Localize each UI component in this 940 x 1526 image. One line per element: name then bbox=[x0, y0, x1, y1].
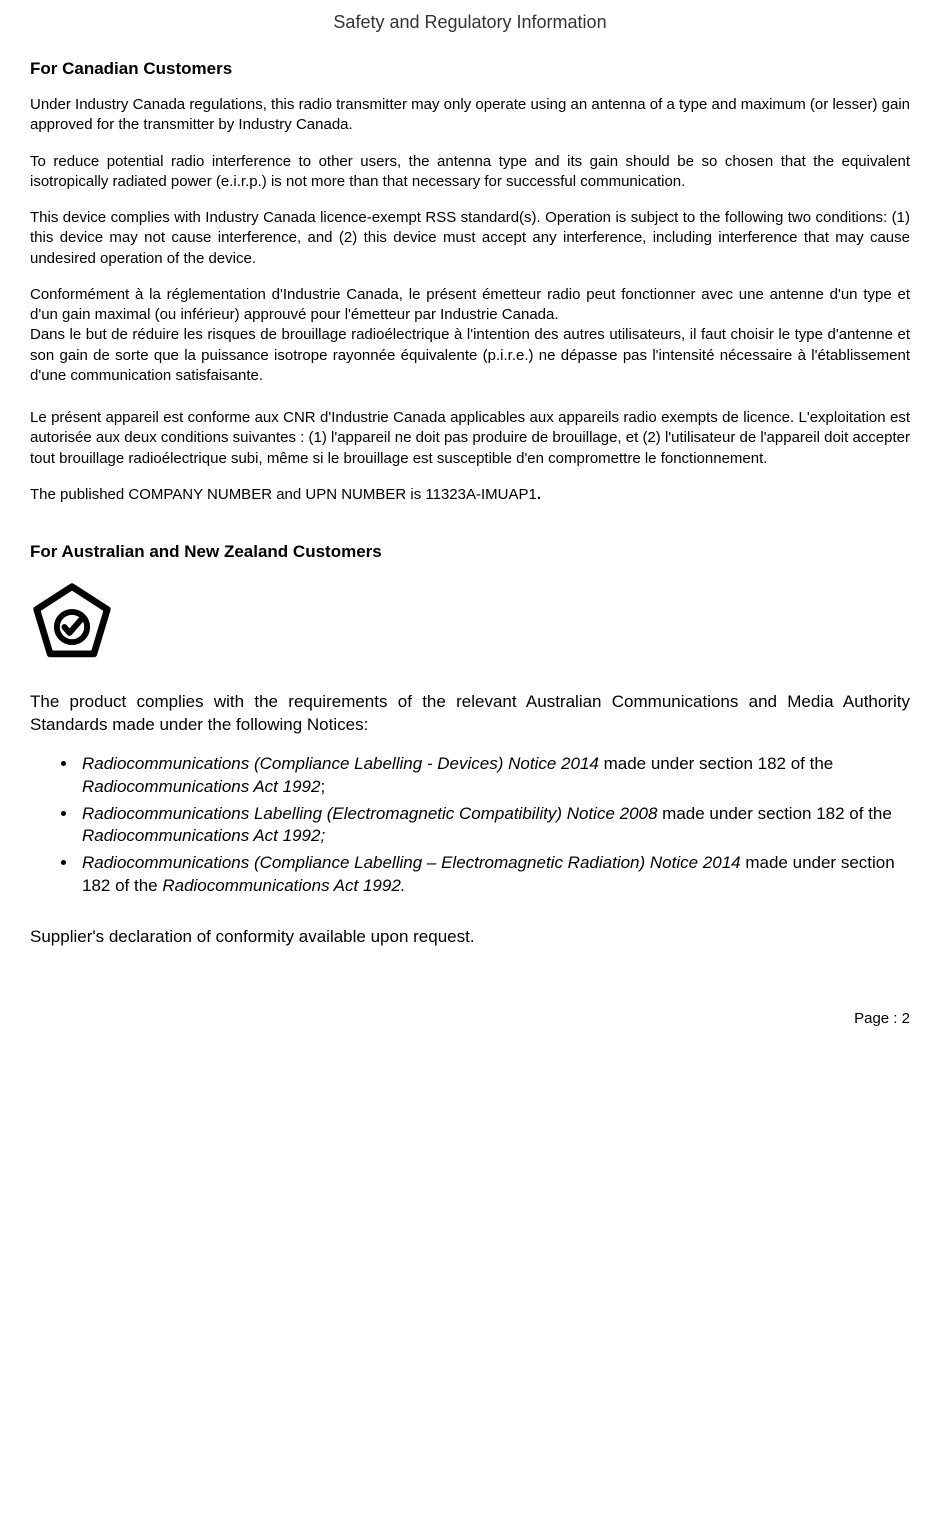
notices-list: Radiocommunications (Compliance Labellin… bbox=[78, 753, 910, 899]
notice1-plain1: made under section 182 of the bbox=[599, 754, 833, 773]
canadian-p1: Under Industry Canada regulations, this … bbox=[30, 95, 910, 136]
supplier-declaration: Supplier's declaration of conformity ava… bbox=[30, 926, 910, 949]
notice2-italic1: Radiocommunications Labelling (Electroma… bbox=[82, 804, 657, 823]
canadian-p4: Conformément à la réglementation d'Indus… bbox=[30, 285, 910, 326]
page-footer: Page : 2 bbox=[30, 1009, 910, 1029]
notice1-italic1: Radiocommunications (Compliance Labellin… bbox=[82, 754, 599, 773]
company-upn-dot: . bbox=[537, 486, 541, 503]
rcm-compliance-icon bbox=[30, 580, 910, 671]
notice3-italic2: Radiocommunications Act 1992. bbox=[162, 876, 405, 895]
notice1-plain2: ; bbox=[320, 777, 325, 796]
notice-item-3: Radiocommunications (Compliance Labellin… bbox=[78, 852, 910, 898]
notice3-italic1: Radiocommunications (Compliance Labellin… bbox=[82, 853, 741, 872]
canadian-p3: This device complies with Industry Canad… bbox=[30, 208, 910, 269]
canadian-p7: The published COMPANY NUMBER and UPN NUM… bbox=[30, 485, 910, 505]
notice1-italic2: Radiocommunications Act 1992 bbox=[82, 777, 320, 796]
aus-nz-heading: For Australian and New Zealand Customers bbox=[30, 541, 910, 564]
company-upn-text: The published COMPANY NUMBER and UPN NUM… bbox=[30, 486, 537, 503]
notice2-plain1: made under section 182 of the bbox=[657, 804, 891, 823]
aus-nz-intro: The product complies with the requiremen… bbox=[30, 691, 910, 737]
page-title: Safety and Regulatory Information bbox=[30, 10, 910, 34]
notice-item-2: Radiocommunications Labelling (Electroma… bbox=[78, 803, 910, 849]
canadian-p6: Le présent appareil est conforme aux CNR… bbox=[30, 408, 910, 469]
canadian-p2: To reduce potential radio interference t… bbox=[30, 152, 910, 193]
notice-item-1: Radiocommunications (Compliance Labellin… bbox=[78, 753, 910, 799]
notice2-italic2: Radiocommunications Act 1992; bbox=[82, 826, 325, 845]
canadian-p5: Dans le but de réduire les risques de br… bbox=[30, 325, 910, 386]
canadian-heading: For Canadian Customers bbox=[30, 58, 910, 81]
